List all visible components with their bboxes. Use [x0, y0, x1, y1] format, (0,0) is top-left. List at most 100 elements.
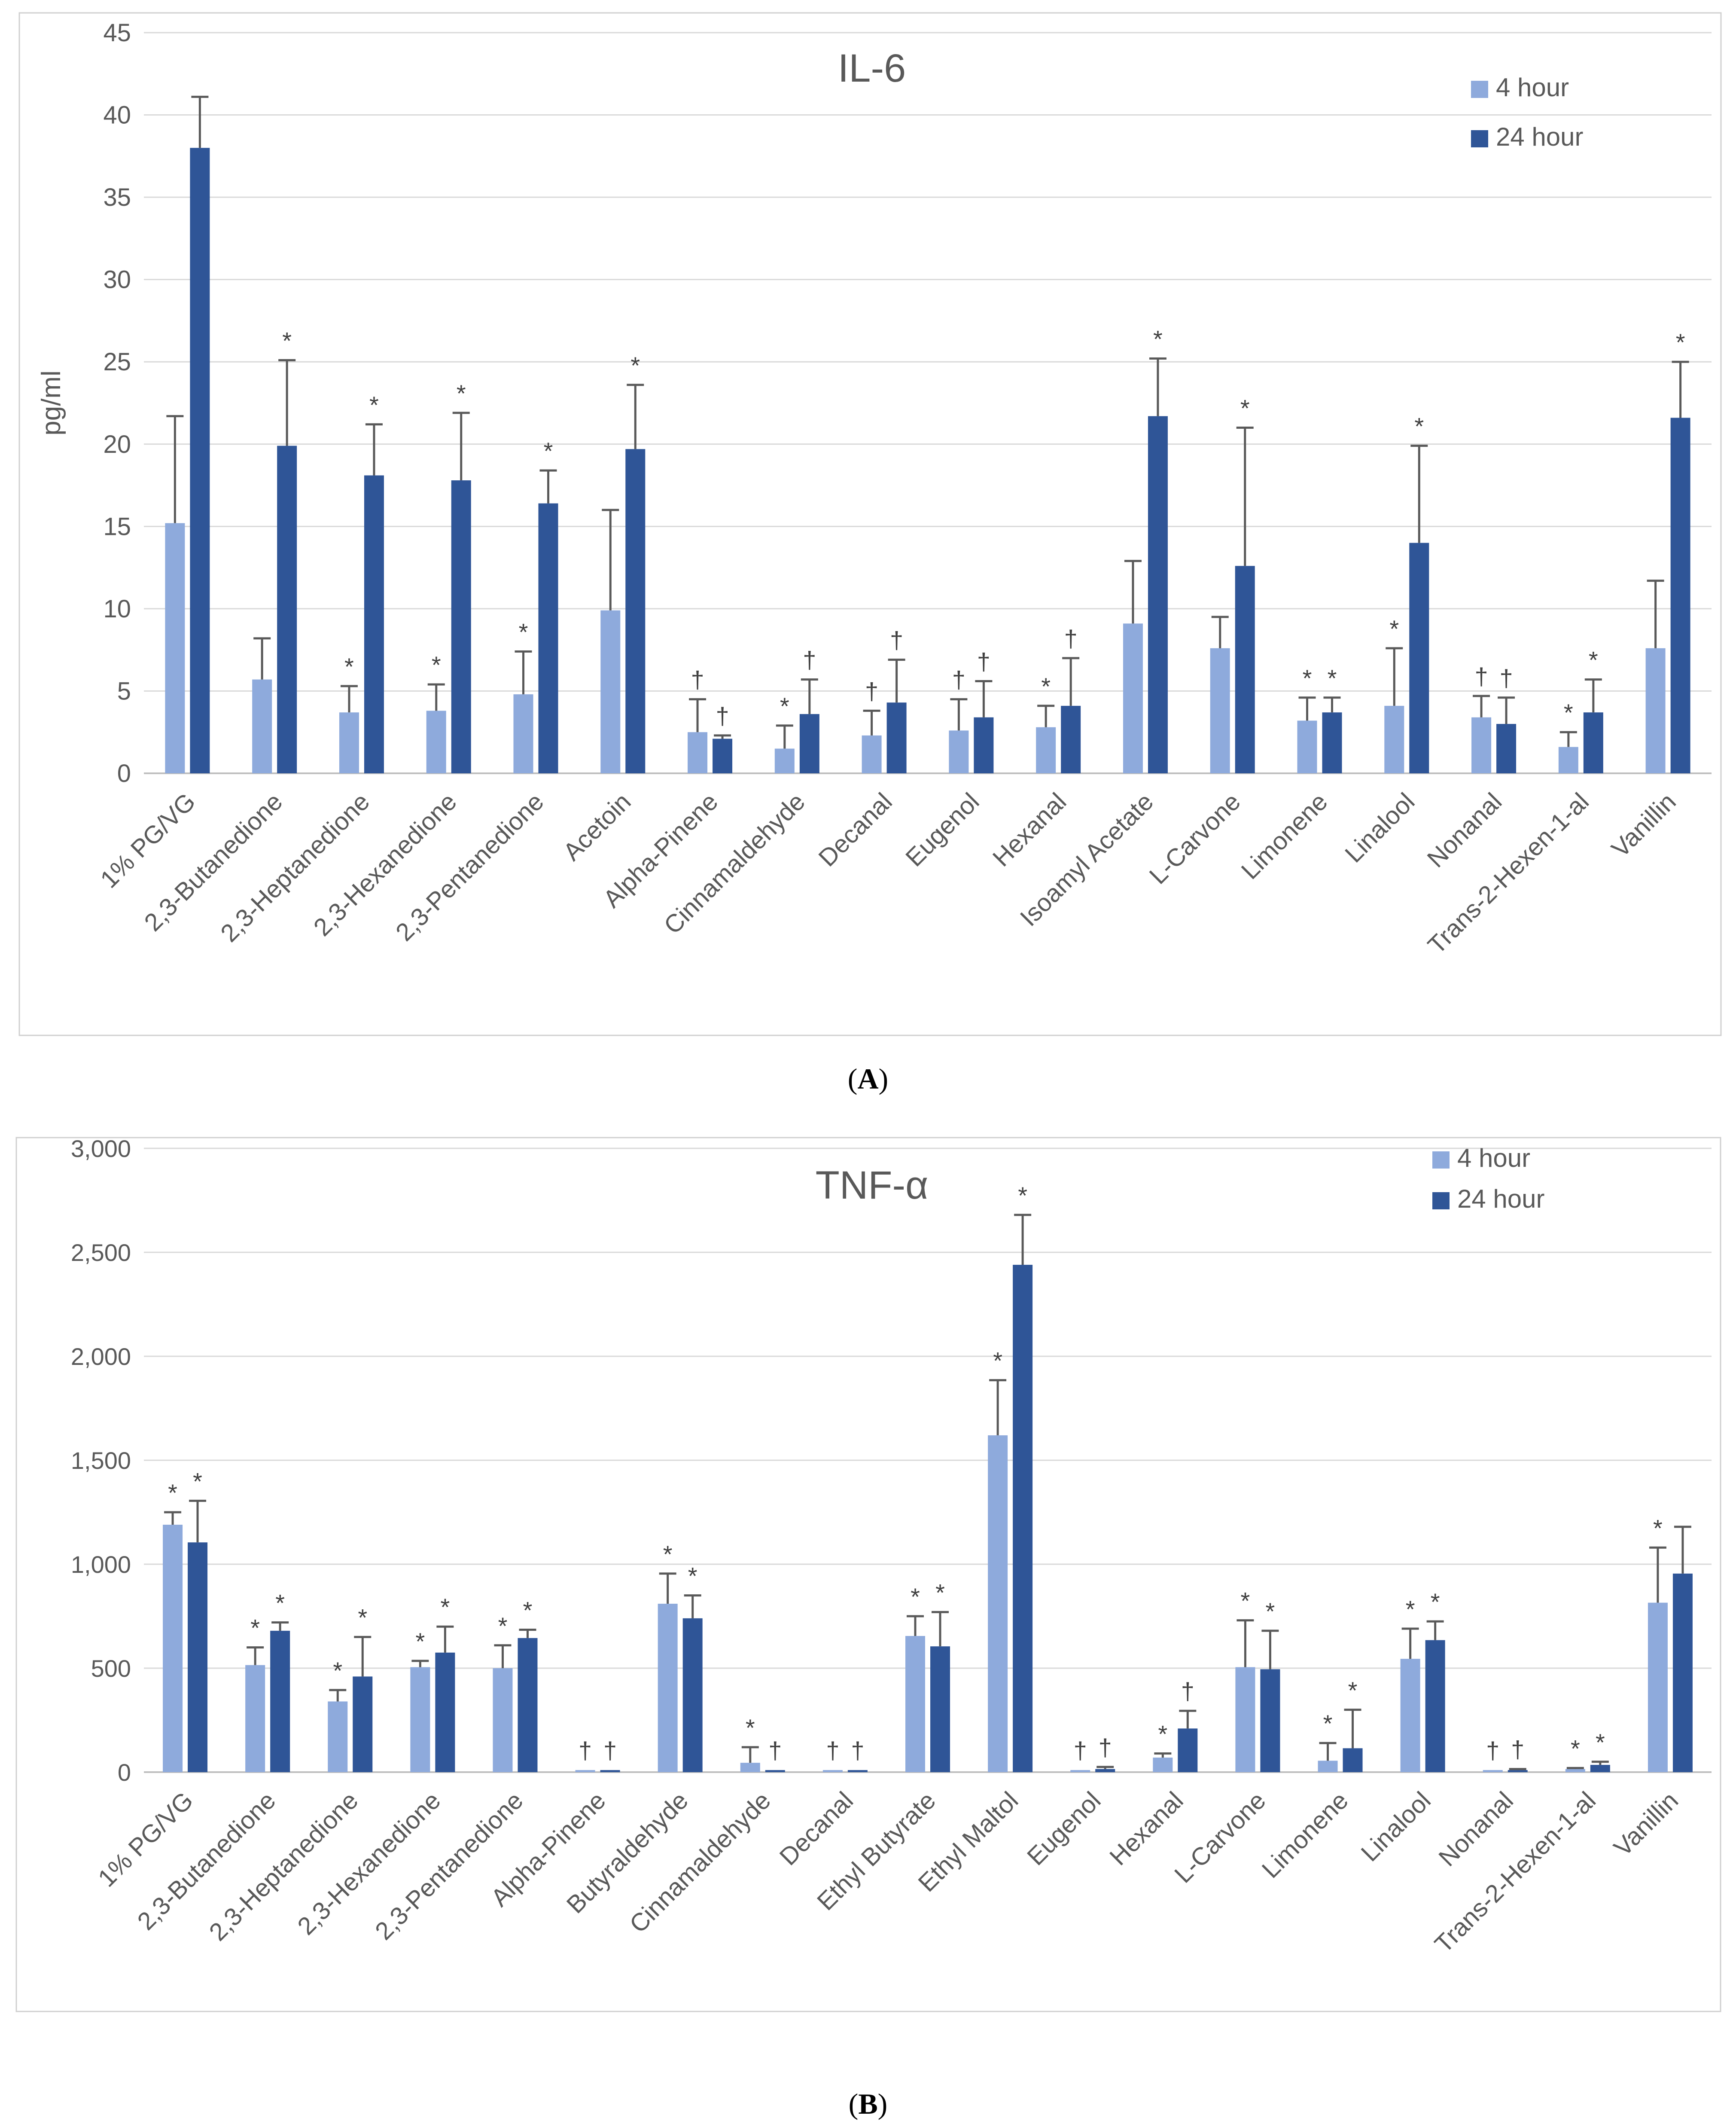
significance-marker: *	[1303, 665, 1312, 692]
bar-4-hour	[600, 610, 621, 773]
significance-marker: *	[1653, 1514, 1663, 1541]
x-tick-label: 2,3-Butanedione	[132, 1786, 281, 1935]
significance-marker: *	[1328, 665, 1337, 692]
significance-marker: †	[1064, 625, 1078, 652]
chart-frame	[18, 12, 1722, 1036]
bar-24-hour	[435, 1652, 455, 1772]
bar-24-hour	[364, 475, 384, 773]
y-tick-label: 30	[103, 266, 131, 294]
bar-24-hour	[886, 702, 907, 773]
significance-marker: †	[1499, 665, 1513, 692]
y-tick-label: 35	[103, 183, 131, 211]
significance-marker: *	[746, 1714, 755, 1741]
panel-label-a: (A)	[847, 1062, 889, 1095]
significance-marker: *	[358, 1604, 367, 1631]
bar-4-hour	[426, 711, 446, 773]
bar-24-hour	[1013, 1265, 1033, 1772]
bar-4-hour	[1123, 623, 1143, 773]
bar-4-hour	[1400, 1659, 1420, 1772]
significance-marker: *	[993, 1347, 1002, 1374]
y-tick-label: 10	[103, 595, 131, 623]
x-tick-label: 2,3-Heptanedione	[204, 1786, 363, 1946]
x-tick-label: Limonene	[1257, 1786, 1354, 1883]
bar-24-hour	[847, 1770, 868, 1772]
bar-24-hour	[190, 148, 210, 774]
significance-marker: †	[603, 1737, 617, 1764]
significance-marker: †	[1511, 1736, 1524, 1763]
y-tick-label: 15	[103, 513, 131, 540]
significance-marker: *	[1241, 1587, 1250, 1614]
bar-24-hour	[713, 739, 733, 773]
bar-4-hour	[774, 748, 795, 773]
x-tick-label: Linalool	[1340, 787, 1420, 868]
y-tick-label: 40	[103, 101, 131, 129]
bar-4-hour	[1471, 717, 1492, 773]
bar-24-hour	[353, 1676, 373, 1772]
significance-marker: *	[250, 1614, 260, 1642]
bar-24-hour	[799, 714, 819, 773]
significance-marker: †	[952, 666, 965, 693]
significance-marker: *	[630, 352, 640, 379]
bar-24-hour	[538, 503, 558, 773]
bar-24-hour	[1670, 418, 1690, 773]
legend-swatch-4-hour	[1432, 1151, 1450, 1169]
x-tick-label: Linalool	[1355, 1786, 1436, 1867]
significance-marker: †	[1486, 1737, 1499, 1764]
significance-marker: *	[523, 1596, 533, 1624]
bar-4-hour	[1483, 1770, 1503, 1772]
x-tick-label: Acetoin	[558, 787, 637, 866]
x-tick-label: Hexanal	[1104, 1786, 1188, 1871]
y-tick-label: 25	[103, 348, 131, 376]
significance-marker: †	[1474, 663, 1488, 690]
significance-marker: *	[275, 1590, 285, 1617]
significance-marker: *	[498, 1612, 508, 1639]
bar-24-hour	[1178, 1728, 1198, 1772]
bar-4-hour	[688, 732, 708, 773]
bar-24-hour	[1590, 1765, 1610, 1772]
x-tick-label: Trans-2-Hexen-1-al	[1429, 1786, 1601, 1958]
legend-label-4-hour: 4 hour	[1457, 1144, 1530, 1172]
bar-4-hour	[1384, 705, 1404, 773]
bar-24-hour	[930, 1646, 950, 1772]
significance-marker: *	[440, 1593, 450, 1621]
bar-24-hour	[682, 1618, 703, 1772]
significance-marker: *	[415, 1628, 425, 1655]
significance-marker: †	[768, 1737, 782, 1764]
legend-swatch-4-hour	[1471, 81, 1488, 98]
bar-24-hour	[1061, 705, 1081, 773]
bar-4-hour	[905, 1636, 925, 1772]
bar-24-hour	[188, 1542, 208, 1772]
significance-marker: *	[1676, 329, 1685, 356]
bar-24-hour	[1095, 1769, 1115, 1772]
bar-24-hour	[1148, 416, 1168, 773]
significance-marker: *	[688, 1563, 697, 1590]
significance-marker: †	[890, 627, 903, 654]
significance-marker: †	[803, 647, 816, 674]
significance-marker: *	[1323, 1710, 1333, 1737]
bar-24-hour	[600, 1770, 620, 1772]
y-tick-label: 0	[117, 760, 131, 787]
significance-marker: *	[432, 651, 441, 678]
chart-frame	[15, 1137, 1721, 2012]
bar-4-hour	[988, 1435, 1008, 1772]
significance-marker: *	[1406, 1596, 1415, 1623]
significance-marker: †	[826, 1737, 839, 1764]
significance-marker: *	[1589, 647, 1598, 674]
bar-24-hour	[1343, 1748, 1363, 1772]
y-tick-label: 20	[103, 430, 131, 458]
significance-marker: *	[1018, 1182, 1027, 1209]
x-tick-label: Limonene	[1236, 787, 1333, 885]
significance-marker: *	[663, 1541, 673, 1568]
significance-marker: *	[1389, 615, 1399, 642]
x-tick-label: 2,3-Hexanedione	[308, 787, 462, 941]
significance-marker: *	[1596, 1729, 1605, 1756]
y-tick-label: 2,000	[71, 1343, 131, 1370]
bar-4-hour	[245, 1665, 265, 1772]
y-tick-label: 2,500	[71, 1239, 131, 1266]
bar-24-hour	[277, 446, 297, 773]
bar-4-hour	[163, 1525, 183, 1772]
bar-4-hour	[1648, 1602, 1668, 1772]
bar-4-hour	[740, 1763, 760, 1772]
bar-24-hour	[765, 1770, 785, 1772]
il6-chart-panel: 0 5 10 15 20 25 30 35 40 45 pg/ml IL-6 4 hour 24 hour…	[0, 0, 1736, 1040]
